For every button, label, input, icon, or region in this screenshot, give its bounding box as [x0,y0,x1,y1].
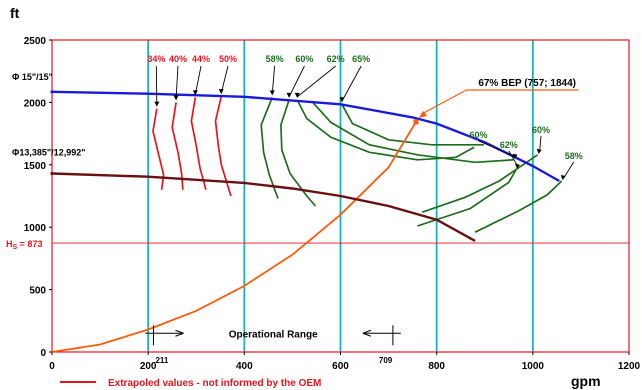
efficiency-label: 58% [266,54,284,64]
head-curve-label-reduced: Φ13,385"/12,992" [12,148,85,158]
efficiency-arrow [220,65,229,94]
x-tick-label: 1000 [522,361,545,372]
efficiency-curve-extrapolated [214,96,232,197]
efficiency-arrow [288,65,305,98]
efficiency-arrowhead [192,90,198,96]
efficiency-label: 58% [565,151,583,161]
efficiency-arrowhead [536,148,542,154]
y-unit-label: ft [10,5,20,21]
efficiency-label: 40% [169,54,187,64]
efficiency-curve-extrapolated [152,108,165,190]
op-range-max-arrowhead [362,329,372,337]
op-range-label: Operational Range [229,329,318,340]
x-tick-label: 600 [332,361,349,372]
efficiency-arrow [175,65,179,100]
efficiency-arrowhead [515,163,521,169]
operational-head-label: HS = 873 [6,239,42,251]
op-range-min-arrowhead [175,329,184,337]
x-tick-label: 0 [49,361,55,372]
efficiency-label: 65% [352,54,370,64]
efficiency-arrow [271,65,276,95]
efficiency-label: 34% [147,54,165,64]
y-tick-label: 1000 [24,223,47,234]
efficiency-arrowhead [269,90,275,96]
bep-arrowhead [418,110,427,118]
efficiency-curve [341,103,484,146]
y-tick-label: 0 [40,348,46,359]
efficiency-label: 60% [532,125,550,135]
efficiency-curve-extrapolated [190,97,207,191]
bep-point [413,119,419,125]
efficiency-curve [417,169,517,227]
efficiency-curve [421,154,539,214]
efficiency-arrow [478,140,516,158]
efficiency-arrow [539,135,542,152]
efficiency-arrow [296,65,336,98]
efficiency-label: 44% [192,54,210,64]
head-curve-start-point [50,90,54,94]
efficiency-arrowhead [339,97,345,103]
efficiency-label: 60% [469,130,487,140]
y-tick-label: 500 [29,286,46,297]
efficiency-arrow [563,161,575,179]
efficiency-arrowhead [560,175,566,181]
bep-label: 67% BEP (757; 1844) [478,78,576,89]
efficiency-label: 50% [219,54,237,64]
curves [50,90,629,353]
head-curve-label-full: Φ 15"/15" [12,72,53,82]
legend-label: Extrapoled values - not informed by the … [108,378,321,389]
axis-ticks: 0 500 1000 1500 2000 2500 0 200 400 600 800 1000 120… [24,36,641,372]
y-tick-label: 1500 [24,161,47,172]
head-curve-start-point [50,171,54,176]
head-curve [51,90,560,183]
efficiency-arrowhead [294,92,300,98]
y-tick-label: 2500 [24,36,47,47]
efficiency-label: 62% [500,140,518,150]
efficiency-curve [474,180,563,233]
efficiency-arrowhead [218,89,224,95]
labels: HS = 873 Φ 15"/15" Φ13,385"/12,992" 34% 40% 4… [6,54,583,365]
efficiency-arrowhead [154,101,160,107]
efficiency-arrowhead [173,95,179,101]
op-range-max-label: 709 [379,356,393,365]
efficiency-label: 60% [295,54,313,64]
op-range-min-label: 211 [155,356,168,365]
efficiency-curve [296,99,475,161]
system-curve [51,121,417,353]
x-tick-label: 1200 [618,361,641,372]
efficiency-curve [280,99,317,207]
head-curve [51,172,476,242]
x-tick-label: 400 [236,361,253,372]
x-tick-label: 200 [140,361,157,372]
efficiency-arrowhead [286,92,292,98]
efficiency-label: 62% [327,54,345,64]
efficiency-arrowhead [512,153,518,159]
x-tick-label: 800 [428,361,445,372]
efficiency-arrow [194,65,202,95]
efficiency-curve [311,100,514,164]
legend: Extrapoled values - not informed by the … [60,378,321,389]
y-tick-label: 2000 [24,98,47,109]
x-unit-label: gpm [571,373,601,389]
efficiency-curve-extrapolated [171,102,184,190]
bep-leader [421,89,467,115]
efficiency-curve [260,97,279,199]
efficiency-arrow [341,65,362,102]
